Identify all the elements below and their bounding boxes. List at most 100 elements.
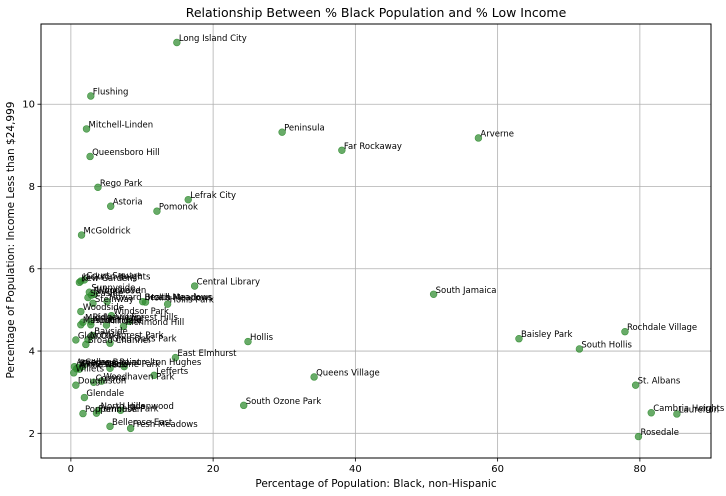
data-point xyxy=(126,424,135,433)
point-label: Rochdale Village xyxy=(627,323,697,333)
y-tick-label: 2 xyxy=(29,429,35,440)
data-point xyxy=(621,328,629,336)
point-label: Steinway xyxy=(95,295,134,305)
axis-ticks: 0 20 40 60 80 2 4 6 8 10 xyxy=(22,100,646,475)
data-point xyxy=(90,290,99,298)
point-label: Arverne Bay xyxy=(76,358,128,368)
data-point xyxy=(173,38,181,47)
point-label: Ridgewood xyxy=(93,287,140,297)
point-label: South Hollis xyxy=(581,340,632,350)
data-point xyxy=(82,340,90,349)
point-label: Jackson Heights xyxy=(82,273,151,283)
data-point xyxy=(515,335,523,343)
point-label: Laurelton Hughes xyxy=(126,358,202,368)
data-point xyxy=(103,297,111,306)
point-label: Arverne xyxy=(480,129,514,139)
data-point xyxy=(106,422,114,431)
data-point xyxy=(107,311,116,320)
data-point xyxy=(94,183,102,192)
point-label: Rego Park xyxy=(100,179,142,189)
point-label: Glen Oaks xyxy=(78,331,122,341)
data-point xyxy=(77,307,85,316)
data-point xyxy=(89,378,98,387)
point-label: Ozone Park xyxy=(112,360,160,370)
point-label: Poppenhusen xyxy=(85,405,142,415)
data-point xyxy=(106,339,114,347)
point-label: Baisley Park xyxy=(521,330,573,340)
data-point xyxy=(77,231,86,239)
data-point xyxy=(278,128,286,136)
data-point xyxy=(338,146,346,154)
point-label: Cambria Heights xyxy=(653,404,725,414)
data-points xyxy=(70,38,681,441)
point-label: Seaside xyxy=(90,289,123,299)
point-label: Middle Village xyxy=(85,314,144,324)
point-label: Rosedale xyxy=(640,428,679,438)
data-point xyxy=(87,321,95,329)
point-label: Whitestone xyxy=(79,360,127,370)
point-label: Bayside xyxy=(94,327,128,337)
data-point xyxy=(240,401,248,410)
point-label: Broad Channel xyxy=(88,336,151,346)
data-point xyxy=(72,381,80,389)
point-label: Mitchell-Linden xyxy=(89,120,154,130)
data-point xyxy=(82,125,91,133)
point-label: Woodhaven xyxy=(96,286,146,296)
point-label: Flushing xyxy=(93,87,129,97)
point-label: Glendale xyxy=(86,389,124,399)
point-label: Far Rockaway xyxy=(344,142,402,152)
point-label: Windsor Park xyxy=(113,307,169,317)
data-point xyxy=(107,202,115,210)
data-point xyxy=(141,298,150,306)
y-tick-label: 4 xyxy=(29,347,35,358)
point-label: Woodside xyxy=(83,303,124,313)
point-label: Central Library xyxy=(197,278,260,288)
point-label: Lefrak City xyxy=(190,191,236,201)
point-label: Corona xyxy=(96,374,126,384)
data-point xyxy=(87,92,95,100)
data-point xyxy=(84,293,92,302)
data-point xyxy=(673,410,681,418)
x-axis-label: Percentage of Population: Black, non-His… xyxy=(255,478,496,490)
point-label: Bellerose xyxy=(80,359,119,369)
point-label: McGoldrick xyxy=(84,227,131,237)
point-label: Pomonok Park xyxy=(98,405,158,415)
data-point xyxy=(429,290,438,298)
point-label: Sunnyside xyxy=(91,284,135,294)
y-axis-label: Percentage of Population: Income Less th… xyxy=(5,102,17,379)
point-label: Hollis xyxy=(250,333,274,343)
data-point xyxy=(97,377,106,385)
data-point xyxy=(72,336,80,344)
point-label: Auburndale xyxy=(93,316,142,326)
data-point xyxy=(150,371,158,380)
data-point xyxy=(244,337,252,346)
data-point xyxy=(106,364,114,373)
point-label: South Ozone Park xyxy=(246,397,322,407)
data-point xyxy=(75,278,84,287)
data-point xyxy=(119,322,128,331)
point-label: Long Island City xyxy=(179,34,247,44)
data-point xyxy=(116,406,125,414)
point-label: Astoria xyxy=(113,198,143,208)
data-point xyxy=(171,353,180,362)
data-point xyxy=(153,207,161,215)
point-label: Maspeth xyxy=(83,316,119,326)
point-label: Hollis Meadows xyxy=(148,294,214,304)
point-label: Bellerose East xyxy=(112,418,173,428)
point-label: College Point xyxy=(85,358,141,368)
point-label: Fresh Meadows xyxy=(133,420,199,430)
data-point xyxy=(634,432,643,441)
plot-frame xyxy=(40,23,712,459)
x-tick-label: 80 xyxy=(634,464,647,475)
x-tick-label: 20 xyxy=(207,464,220,475)
point-label: North Forest Park xyxy=(90,331,164,341)
data-point xyxy=(125,317,133,326)
point-label: Queensboro Hill xyxy=(92,148,160,158)
point-label: Hollis Park xyxy=(170,296,214,306)
data-point xyxy=(79,362,87,370)
point-label: St. Albans xyxy=(638,377,681,387)
data-point xyxy=(163,300,172,308)
point-label: East Elmhurst xyxy=(177,349,237,359)
data-point xyxy=(77,321,85,329)
